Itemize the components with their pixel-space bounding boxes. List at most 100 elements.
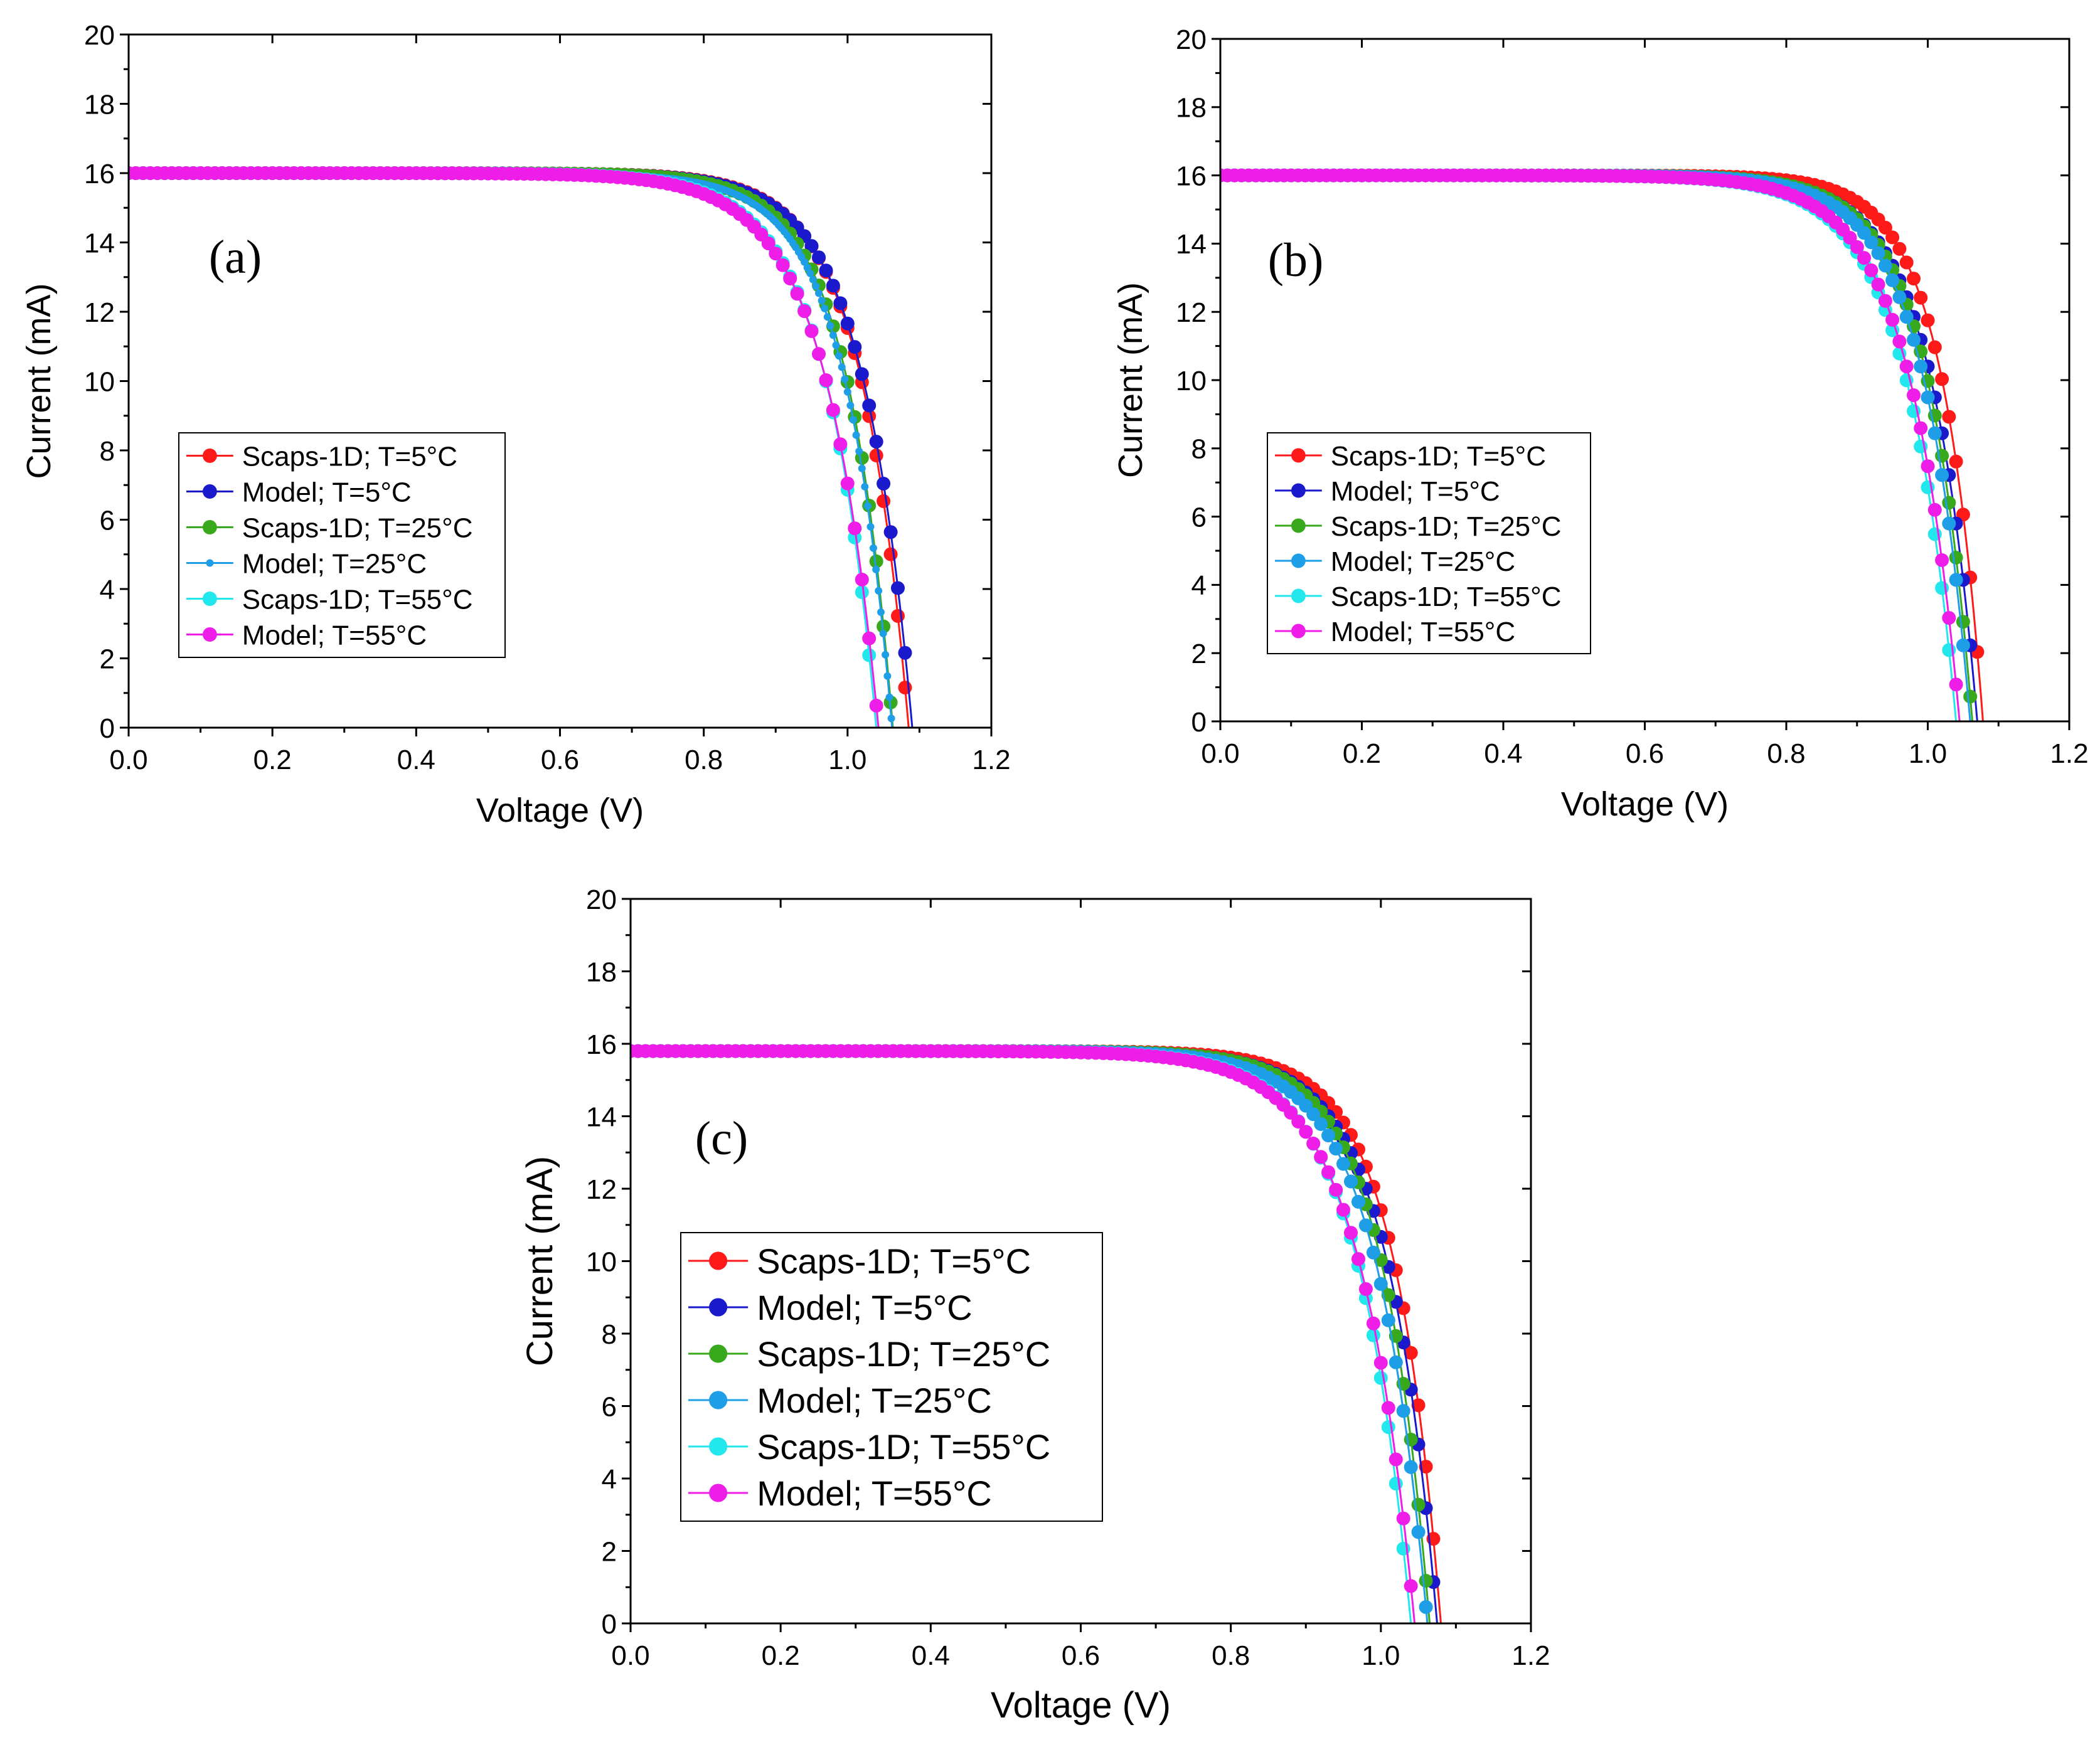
series-group (1220, 168, 1985, 721)
chart-panel-2: 0.0 0.2 0.4 0.6 0.8 1.0 1.2 0 2 4 6 8 10 12 14 16 18 20 Vo… (1112, 24, 2089, 823)
legend-marker (202, 520, 217, 534)
data-point (1927, 426, 1942, 440)
data-point (1921, 459, 1935, 474)
data-point (848, 340, 862, 354)
x-tick-label: 0.0 (1201, 738, 1239, 769)
legend-marker (709, 1298, 728, 1317)
data-point (838, 363, 846, 371)
y-tick-label: 14 (84, 228, 115, 258)
data-point (812, 282, 820, 290)
data-point (1914, 359, 1928, 374)
data-point (1843, 231, 1857, 245)
data-point (821, 304, 829, 312)
x-axis-label: Voltage (V) (991, 1685, 1171, 1726)
legend: Scaps-1D; T=5°C Model; T=5°C Scaps-1D; T=2… (178, 432, 506, 658)
y-tick-label: 0 (602, 1609, 617, 1640)
y-tick-label: 20 (84, 20, 115, 51)
data-point (1914, 421, 1928, 435)
y-tick-label: 20 (1176, 24, 1207, 55)
y-tick-label: 18 (84, 89, 115, 120)
data-point (804, 239, 819, 253)
data-point (1942, 611, 1956, 625)
data-point (840, 316, 855, 331)
data-point (1914, 290, 1928, 305)
data-point (855, 447, 863, 455)
y-tick-label: 4 (602, 1464, 617, 1495)
x-tick-label: 1.0 (1362, 1640, 1400, 1671)
x-tick-label: 1.0 (1909, 738, 1947, 769)
y-tick-label: 2 (602, 1536, 617, 1567)
data-point (1329, 1182, 1343, 1197)
data-point (1388, 1355, 1403, 1369)
x-tick-label: 0.4 (912, 1640, 950, 1671)
data-point (1857, 251, 1871, 265)
legend-label: Model; T=5°C (1331, 476, 1500, 507)
data-point (1336, 1157, 1350, 1171)
data-point (885, 693, 893, 701)
y-tick-label: 8 (100, 436, 115, 467)
data-point (891, 581, 905, 595)
data-point (826, 403, 840, 417)
data-point (1864, 263, 1879, 277)
data-point (883, 547, 898, 561)
data-point (1899, 255, 1914, 270)
data-point (872, 565, 880, 573)
data-point (866, 523, 875, 531)
data-point (891, 608, 905, 623)
y-tick-label: 2 (1191, 639, 1207, 669)
data-point (1366, 1245, 1380, 1260)
data-point (861, 482, 869, 491)
data-point (769, 247, 783, 261)
legend-marker (709, 1437, 728, 1456)
y-axis-label: Current (mA) (520, 1156, 560, 1366)
data-point (1419, 1574, 1433, 1588)
legend-label: Scaps-1D; T=55°C (242, 584, 473, 615)
data-point (815, 289, 823, 297)
y-tick-label: 12 (84, 297, 115, 328)
y-axis-label: Current (mA) (1112, 282, 1149, 478)
data-point (1381, 1401, 1395, 1415)
x-axis-label: Voltage (V) (476, 792, 644, 829)
data-point (883, 525, 898, 539)
data-point (848, 521, 862, 536)
y-tick-label: 4 (100, 575, 115, 605)
series-group (631, 1044, 1442, 1623)
data-point (850, 416, 857, 424)
panel-label: (c) (695, 1112, 748, 1165)
legend-marker (202, 449, 217, 463)
data-point (862, 631, 877, 645)
legend-label: Model; T=55°C (1331, 617, 1515, 647)
y-tick-label: 6 (1191, 502, 1207, 533)
data-point (852, 431, 860, 439)
data-point (1885, 323, 1900, 337)
x-tick-label: 0.2 (253, 745, 292, 775)
y-tick-label: 10 (1176, 366, 1207, 396)
data-point (1404, 1579, 1418, 1593)
x-tick-label: 1.2 (972, 745, 1010, 775)
data-point (1942, 496, 1956, 510)
x-tick-label: 0.6 (1062, 1640, 1100, 1671)
data-point (1388, 1477, 1403, 1491)
data-point (1949, 454, 1963, 469)
data-point (1373, 1356, 1388, 1370)
data-point (826, 279, 840, 293)
data-point (1956, 638, 1970, 652)
data-point (1850, 240, 1864, 254)
data-point (1314, 1117, 1328, 1131)
y-tick-label: 16 (1176, 161, 1207, 191)
data-point (1857, 226, 1871, 240)
data-point (1878, 294, 1892, 308)
data-point (1411, 1497, 1426, 1512)
data-point (1314, 1150, 1328, 1164)
data-point (819, 263, 833, 278)
data-point (1907, 272, 1921, 286)
data-point (1921, 390, 1935, 405)
data-point (841, 375, 849, 383)
data-point (1299, 1125, 1313, 1139)
data-point (870, 544, 877, 552)
data-point (1373, 1277, 1388, 1291)
data-point (877, 608, 885, 616)
legend-marker (709, 1251, 728, 1270)
data-point (797, 304, 812, 319)
